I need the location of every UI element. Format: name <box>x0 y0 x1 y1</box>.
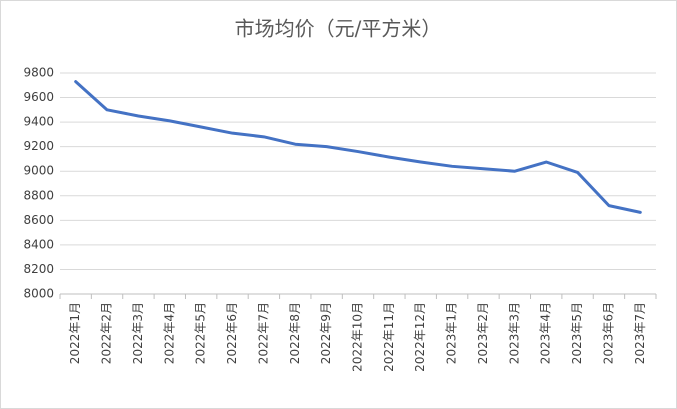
x-tick-label: 2022年11月 <box>382 302 396 372</box>
x-tick-label: 2022年2月 <box>100 302 114 364</box>
y-tick-label: 9400 <box>23 115 54 129</box>
x-tick-label: 2022年5月 <box>194 302 208 364</box>
x-tick-label: 2022年3月 <box>131 302 145 364</box>
y-tick-label: 9800 <box>23 66 54 80</box>
x-tick-label: 2022年8月 <box>288 302 302 364</box>
y-tick-label: 8200 <box>23 262 54 276</box>
y-tick-label: 9000 <box>23 164 54 178</box>
x-tick-label: 2023年3月 <box>507 302 521 364</box>
y-tick-label: 9600 <box>23 90 54 104</box>
x-tick-label: 2022年6月 <box>225 302 239 364</box>
x-tick-label: 2023年1月 <box>445 302 459 364</box>
line <box>74 80 642 214</box>
x-tick-label: 2023年6月 <box>601 302 615 364</box>
x-tick-label: 2023年7月 <box>633 302 647 364</box>
x-tick-label: 2022年1月 <box>68 302 82 364</box>
y-tick-label: 8600 <box>23 213 54 227</box>
x-tick-label: 2023年5月 <box>570 302 584 364</box>
x-tick-label: 2022年12月 <box>413 302 427 372</box>
y-tick-label: 8800 <box>23 188 54 202</box>
y-tick-label: 8400 <box>23 237 54 251</box>
x-tick-label: 2022年10月 <box>351 302 365 372</box>
x-tick-label: 2022年4月 <box>162 302 176 364</box>
y-tick-label: 9200 <box>23 139 54 153</box>
x-tick-label: 2023年2月 <box>476 302 490 364</box>
y-tick-label: 8000 <box>23 287 54 301</box>
x-tick-label: 2023年4月 <box>539 302 553 364</box>
chart-title: 市场均价（元/平方米） <box>235 17 442 41</box>
x-tick-label: 2022年7月 <box>256 302 270 364</box>
x-tick-label: 2022年9月 <box>319 302 333 364</box>
